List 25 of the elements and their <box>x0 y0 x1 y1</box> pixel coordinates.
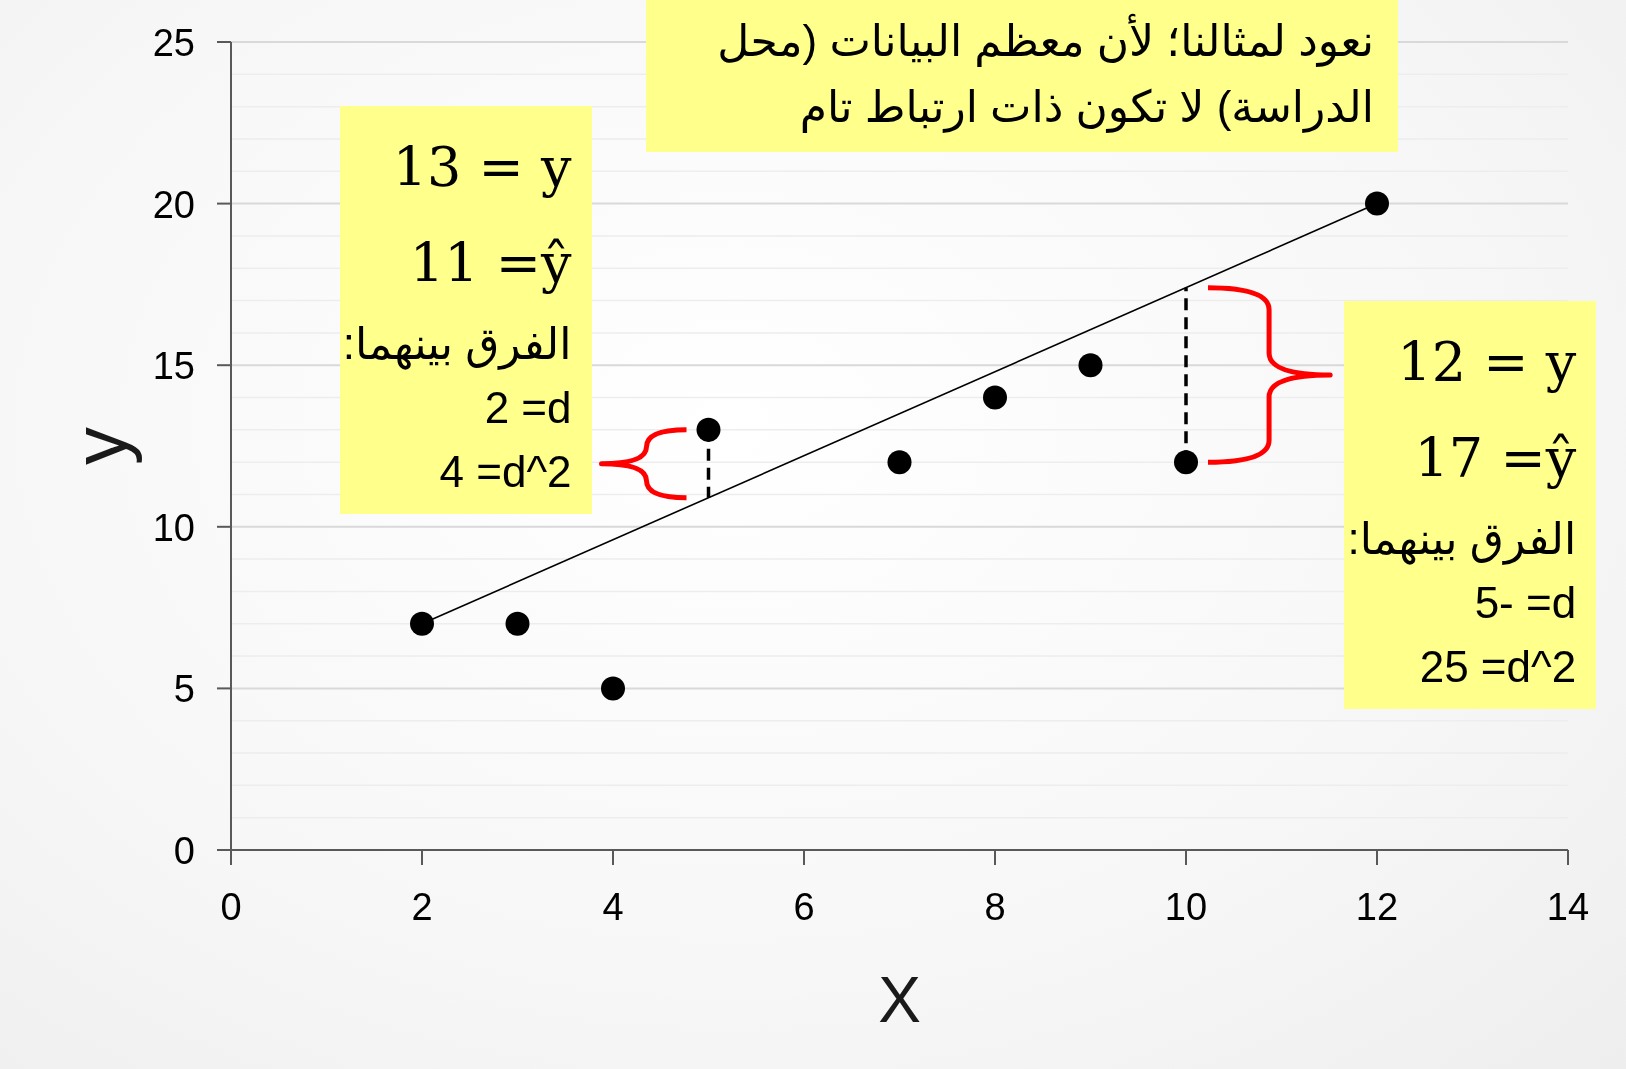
y-tick-label: 5 <box>173 668 195 711</box>
y-tick-label: 0 <box>173 830 195 872</box>
y-tick-label: 20 <box>152 183 195 226</box>
y-tick-label: 10 <box>152 506 195 549</box>
x-tick-label: 12 <box>1355 886 1399 928</box>
x-tick-label: 8 <box>984 886 1006 928</box>
point <box>983 385 1007 410</box>
point <box>1078 353 1103 378</box>
x-tick-label: 14 <box>1546 886 1590 928</box>
point <box>1174 450 1198 475</box>
y-axis-title: y <box>57 427 142 465</box>
x-tick-label: 0 <box>220 886 242 928</box>
point <box>1365 191 1389 216</box>
x-axis-title: X <box>878 964 921 1036</box>
x-tick-label: 6 <box>793 886 815 928</box>
point <box>601 676 625 701</box>
y-tick-label: 15 <box>152 345 195 388</box>
y-tick-label: 25 <box>152 22 195 64</box>
point <box>410 611 434 636</box>
x-tick-label: 10 <box>1164 886 1208 928</box>
x-tick-label: 2 <box>411 886 433 928</box>
point <box>696 417 721 442</box>
point <box>887 450 912 475</box>
x-tick-label: 4 <box>602 886 624 928</box>
point <box>505 611 530 636</box>
